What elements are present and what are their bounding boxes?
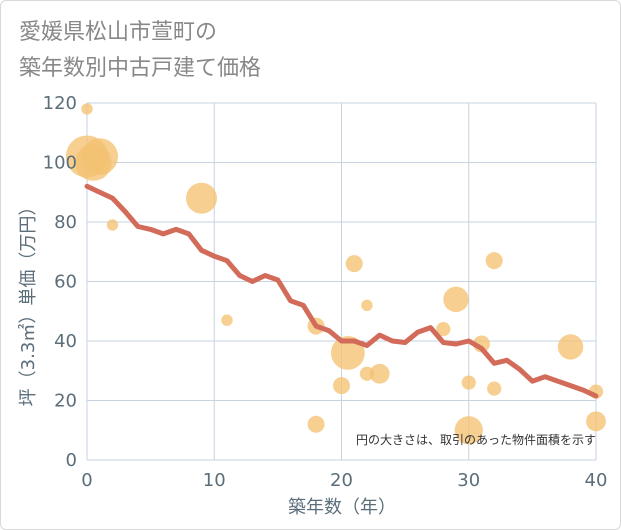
chart-title-line-1: 愛媛県松山市萱町の: [19, 20, 218, 45]
y-tick-label: 60: [54, 272, 77, 293]
bubble-size-note: 円の大きさは、取引のあった物件面積を示す: [356, 432, 596, 447]
x-tick-label: 30: [457, 470, 480, 491]
y-tick-label: 40: [54, 331, 77, 352]
y-tick-label: 0: [66, 450, 77, 471]
y-axis-label: 坪（3.3㎡）単価（万円）: [17, 198, 39, 407]
bubble-point: [106, 219, 119, 231]
bubble-point: [359, 366, 375, 381]
bubble-point: [361, 299, 373, 311]
bubble-point: [81, 103, 93, 115]
bubble-point: [557, 334, 584, 360]
chart-title-line-2: 築年数別中古戸建て価格: [19, 56, 262, 81]
average-line: [84, 183, 599, 399]
bubble-series: [65, 103, 606, 445]
bubble-point: [485, 252, 503, 270]
x-axis-label: 築年数（年）: [288, 497, 396, 518]
bubble-point: [81, 138, 119, 175]
bubble-point: [221, 314, 233, 326]
y-tick-label: 20: [54, 391, 77, 412]
y-tick-label: 120: [43, 93, 77, 114]
bubble-point: [345, 255, 363, 273]
bubble-point: [330, 336, 365, 370]
bubble-point: [487, 381, 502, 396]
bubble-point: [186, 182, 218, 214]
average-line-series: [84, 183, 599, 399]
x-tick-label: 10: [203, 470, 226, 491]
bubble-point: [307, 415, 325, 433]
bubble-point: [454, 416, 483, 445]
chart-title: 愛媛県松山市萱町の 築年数別中古戸建て価格: [19, 15, 261, 87]
bubble-point: [436, 322, 451, 337]
bubble-point: [461, 375, 476, 390]
x-tick-label: 40: [585, 470, 608, 491]
bubble-point: [333, 377, 350, 395]
y-tick-label: 80: [54, 212, 77, 233]
bubble-point: [586, 411, 606, 432]
axis-ticks: 0 20 40 60 80 100 120 0 10 20 30 40: [43, 93, 608, 491]
grid-lines: [86, 102, 597, 461]
x-tick-label: 0: [81, 470, 92, 491]
bubble-point: [443, 286, 469, 313]
x-tick-label: 20: [330, 470, 353, 491]
bubble-point: [369, 363, 390, 384]
y-tick-label: 100: [43, 153, 77, 174]
